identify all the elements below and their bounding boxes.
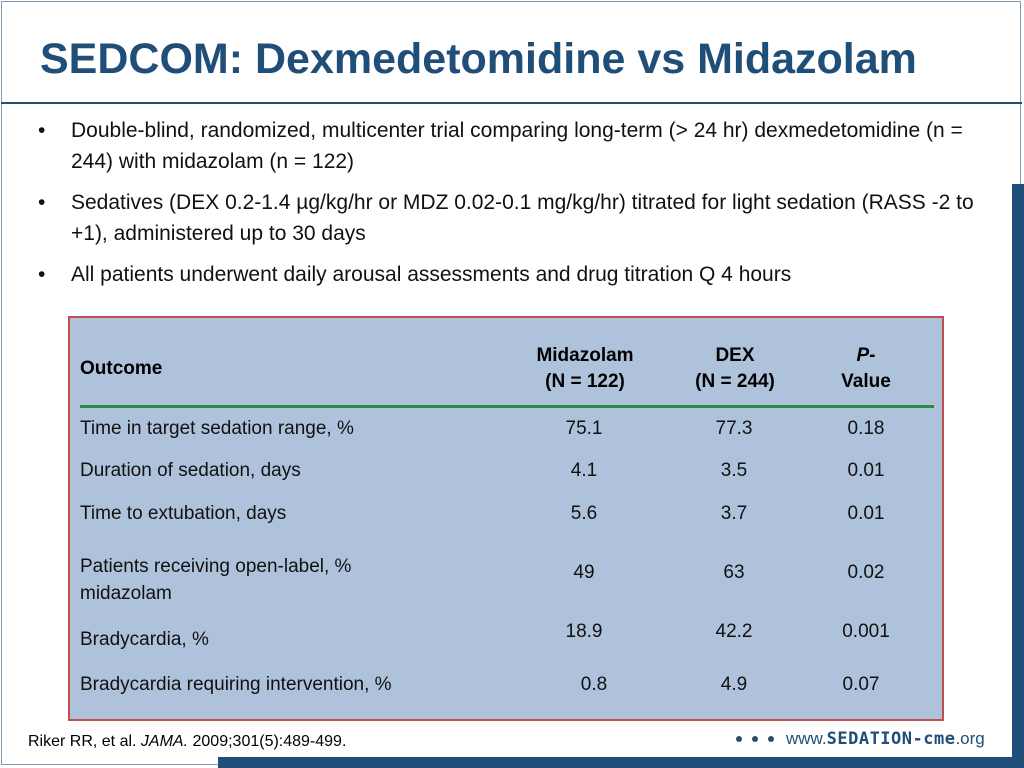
row-4-midazolam: 49	[573, 562, 595, 583]
header-p-value: P- Value	[841, 345, 891, 392]
row-5-midazolam: 18.9	[565, 621, 603, 642]
bullet-text: Sedatives (DEX 0.2-1.4 µg/kg/hr or MDZ 0…	[71, 191, 974, 245]
bullet-marker: •	[38, 119, 46, 142]
row-6-dex: 4.9	[720, 674, 748, 695]
header-dex: DEX (N = 244)	[695, 345, 775, 392]
row-4-p: 0.02	[847, 562, 885, 583]
bullet-item: • Sedatives (DEX 0.2-1.4 µg/kg/hr or MDZ …	[38, 187, 998, 249]
title-divider	[1, 102, 1022, 104]
header-midazolam: Midazolam (N = 122)	[536, 345, 634, 392]
row-3-dex: 3.7	[720, 503, 748, 524]
bullet-item: • Double-blind, randomized, multicenter t…	[38, 115, 998, 177]
bottom-accent-bar	[218, 757, 1024, 768]
header-outcome: Outcome	[80, 358, 163, 379]
row-1-dex: 77.3	[715, 418, 753, 439]
row-6-midazolam: 0.8	[580, 674, 608, 695]
row-6-outcome: Bradycardia requiring intervention, %	[80, 674, 392, 695]
row-1-outcome: Time in target sedation range, %	[80, 418, 354, 439]
row-2-outcome: Duration of sedation, days	[80, 460, 301, 481]
row-2-midazolam: 4.1	[570, 460, 598, 481]
header-divider	[80, 405, 934, 408]
row-2-p: 0.01	[847, 460, 885, 481]
row-4-dex: 63	[723, 562, 745, 583]
logo-tld: .org	[955, 729, 985, 748]
row-5-outcome: Bradycardia, %	[80, 629, 209, 650]
bullet-list: • Double-blind, randomized, multicenter t…	[38, 115, 998, 300]
row-2-dex: 3.5	[720, 460, 748, 481]
row-3-p: 0.01	[847, 503, 885, 524]
row-4-outcome: Patients receiving open-label, % midazola…	[80, 556, 352, 604]
row-1-p: 0.18	[847, 418, 885, 439]
outcomes-table: Outcome Midazolam (N = 122) DEX (N = 244) …	[68, 316, 944, 721]
bullet-item: • All patients underwent daily arousal as…	[38, 259, 998, 290]
citation: Riker RR, et al. JAMA. 2009;301(5):489-4…	[28, 733, 347, 750]
row-3-outcome: Time to extubation, days	[80, 503, 287, 524]
right-accent-bar	[1012, 184, 1024, 768]
row-3-midazolam: 5.6	[570, 503, 598, 524]
bullet-text: All patients underwent daily arousal ass…	[71, 263, 792, 286]
logo-brand: SEDATION-cme	[826, 729, 956, 749]
row-5-dex: 42.2	[715, 621, 753, 642]
logo-www: www.	[786, 729, 827, 748]
bullet-marker: •	[38, 191, 46, 214]
sedation-cme-logo: www. SEDATION-cme .org	[736, 728, 985, 750]
logo-dots-icon	[736, 736, 774, 742]
slide-title: SEDCOM: Dexmedetomidine vs Midazolam	[40, 35, 917, 83]
row-5-p: 0.001	[842, 621, 890, 642]
row-6-p: 0.07	[842, 674, 880, 695]
bullet-text: Double-blind, randomized, multicenter tr…	[71, 119, 963, 173]
row-1-midazolam: 75.1	[565, 418, 603, 439]
bullet-marker: •	[38, 263, 46, 286]
